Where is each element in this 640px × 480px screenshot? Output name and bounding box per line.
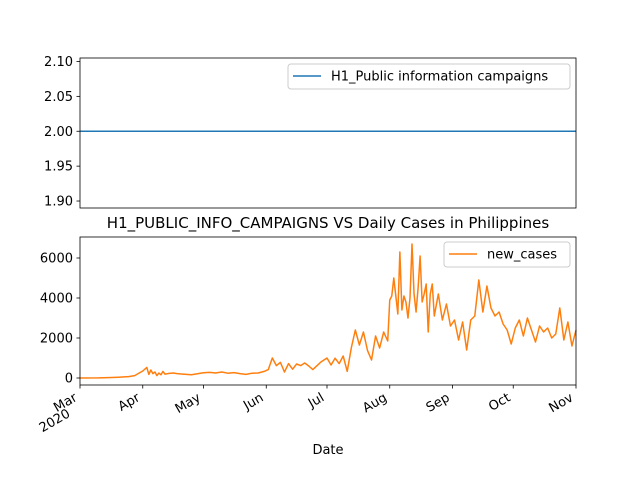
top-legend: H1_Public information campaigns <box>287 63 571 90</box>
bottom-x-tick-label: Aug <box>360 390 389 416</box>
bottom-lines <box>79 243 577 379</box>
top-y-ticks: 1.90 1.95 2.00 2.05 2.10 <box>44 55 80 210</box>
bottom-y-ticks: 0 2000 4000 6000 <box>40 252 80 387</box>
bottom-x-tick-label: May <box>173 390 204 417</box>
bottom-axes-frame <box>79 236 577 386</box>
bottom-x-tick-label: Oct <box>486 390 513 414</box>
x-axis-label: Date <box>312 443 343 458</box>
top-y-tick-label: 2.00 <box>44 125 73 140</box>
chart-title: H1_PUBLIC_INFO_CAMPAIGNS VS Daily Cases … <box>107 214 550 233</box>
top-axes-frame <box>79 57 577 209</box>
bottom-legend: new_cases <box>443 241 571 268</box>
bottom-y-tick-label: 4000 <box>40 292 73 307</box>
top-legend-box <box>287 63 571 90</box>
top-y-tick-label: 2.10 <box>44 55 73 70</box>
bottom-y-tick-label: 6000 <box>40 252 73 267</box>
bottom-x-tick-label: Jun <box>240 390 266 414</box>
top-y-tick-label: 1.90 <box>44 195 73 210</box>
bottom-y-tick-label: 2000 <box>40 332 73 347</box>
bottom-legend-box <box>443 241 571 268</box>
bottom-subplot: H1_PUBLIC_INFO_CAMPAIGNS VS Daily Cases … <box>37 214 577 458</box>
top-y-tick-label: 1.95 <box>44 160 73 175</box>
bottom-x-tick-label: Jul <box>305 390 327 411</box>
bottom-x-tick-label: Sep <box>424 390 453 415</box>
top-legend-label: H1_Public information campaigns <box>331 70 548 85</box>
top-y-tick-label: 2.05 <box>44 90 73 105</box>
bottom-legend-label: new_cases <box>487 248 557 263</box>
bottom-x-tick-label: Nov <box>547 390 577 416</box>
bottom-y-tick-label: 0 <box>65 372 73 387</box>
bottom-x-tick-label: Apr <box>116 390 144 415</box>
top-subplot: 1.90 1.95 2.00 2.05 2.10 H1_Public informati… <box>44 55 577 210</box>
new-cases-line <box>79 243 577 379</box>
